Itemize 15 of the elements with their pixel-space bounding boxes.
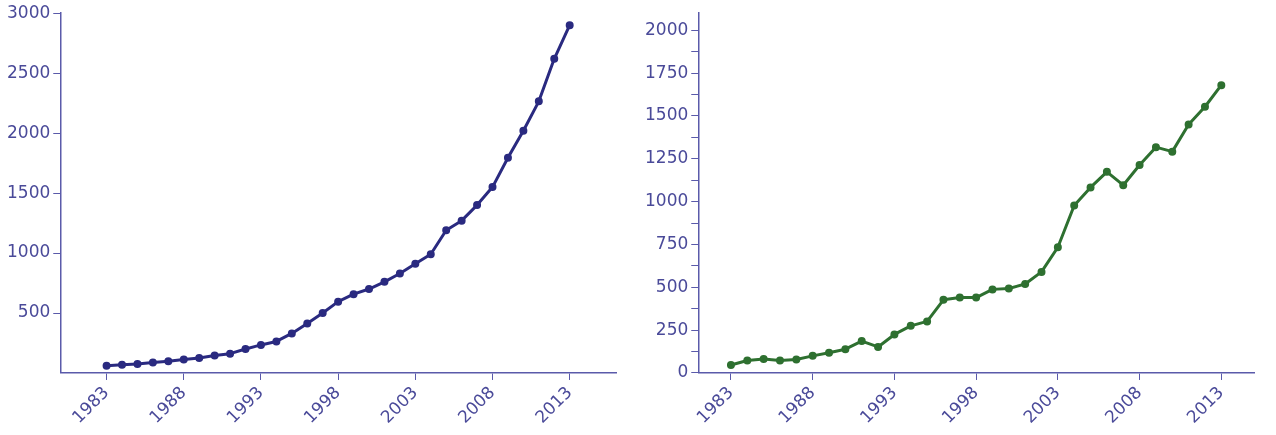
y-tick-label: 2000 — [7, 121, 51, 142]
y-tick-label: 2000 — [645, 18, 689, 39]
y-tick-label: 750 — [655, 232, 689, 253]
y-tick-label: 500 — [17, 301, 51, 322]
y-tick-label: 2500 — [7, 61, 51, 82]
y-tick-label: 1000 — [7, 241, 51, 262]
y-tick-label: 1250 — [645, 147, 689, 168]
y-tick-label: 0 — [677, 361, 689, 382]
y-tick-label: 3000 — [7, 1, 51, 22]
y-tick-label: 1500 — [645, 104, 689, 125]
y-tick-label: 500 — [655, 275, 689, 296]
y-tick-label: 1750 — [645, 61, 689, 82]
y-tick-label: 250 — [655, 318, 689, 339]
y-tick-label: 1500 — [7, 181, 51, 202]
y-tick-label: 1000 — [645, 190, 689, 211]
